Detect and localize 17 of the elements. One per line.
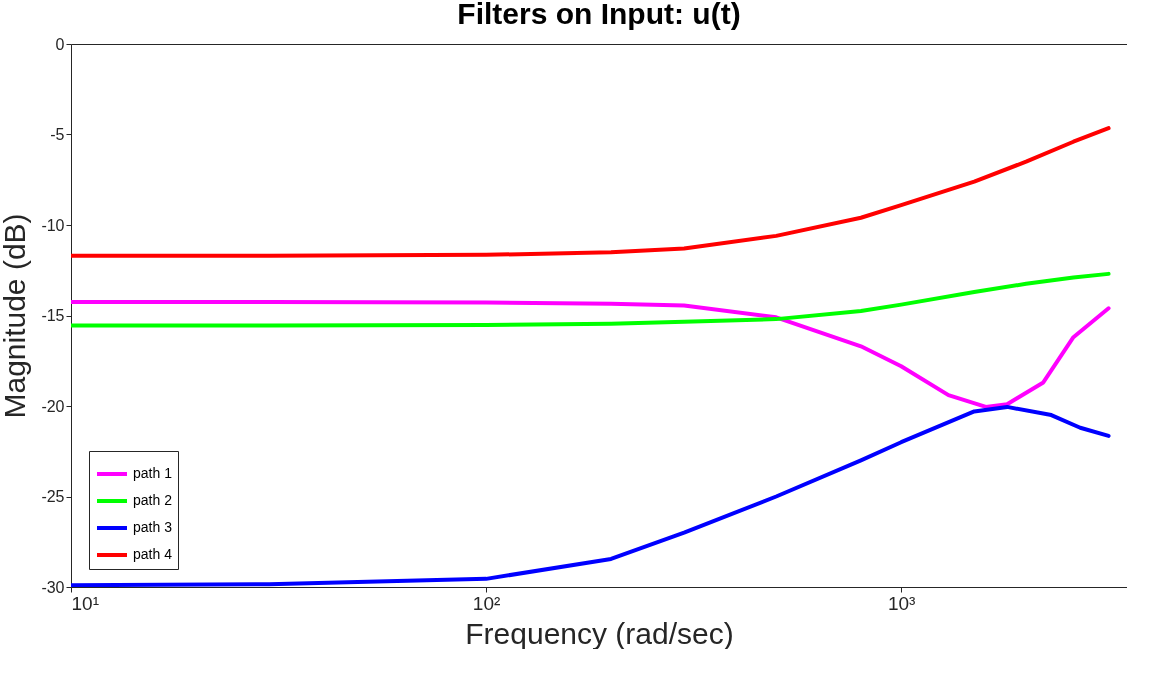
legend-label: path 2 [133, 492, 173, 508]
x-tick-label: 10³ [887, 592, 916, 614]
x-axis-title: Frequency (rad/sec) [465, 616, 734, 650]
legend-label: path 4 [133, 546, 173, 562]
y-tick-label: -10 [41, 216, 65, 234]
y-axis-title: Magnitude (dB) [0, 213, 32, 419]
x-tick-label: 10¹ [71, 592, 99, 614]
y-tick-label: -5 [50, 126, 65, 143]
legend-label: path 1 [133, 465, 173, 481]
y-tick-label: 0 [55, 35, 65, 53]
y-tick-label: -15 [41, 307, 65, 324]
legend-label: path 3 [133, 519, 173, 535]
y-tick-label: -30 [41, 578, 65, 596]
y-tick-label: -20 [41, 397, 65, 415]
y-tick-label: -25 [41, 488, 65, 505]
x-tick-label: 10² [472, 592, 501, 614]
chart-title: Filters on Input: u(t) [457, 0, 741, 30]
